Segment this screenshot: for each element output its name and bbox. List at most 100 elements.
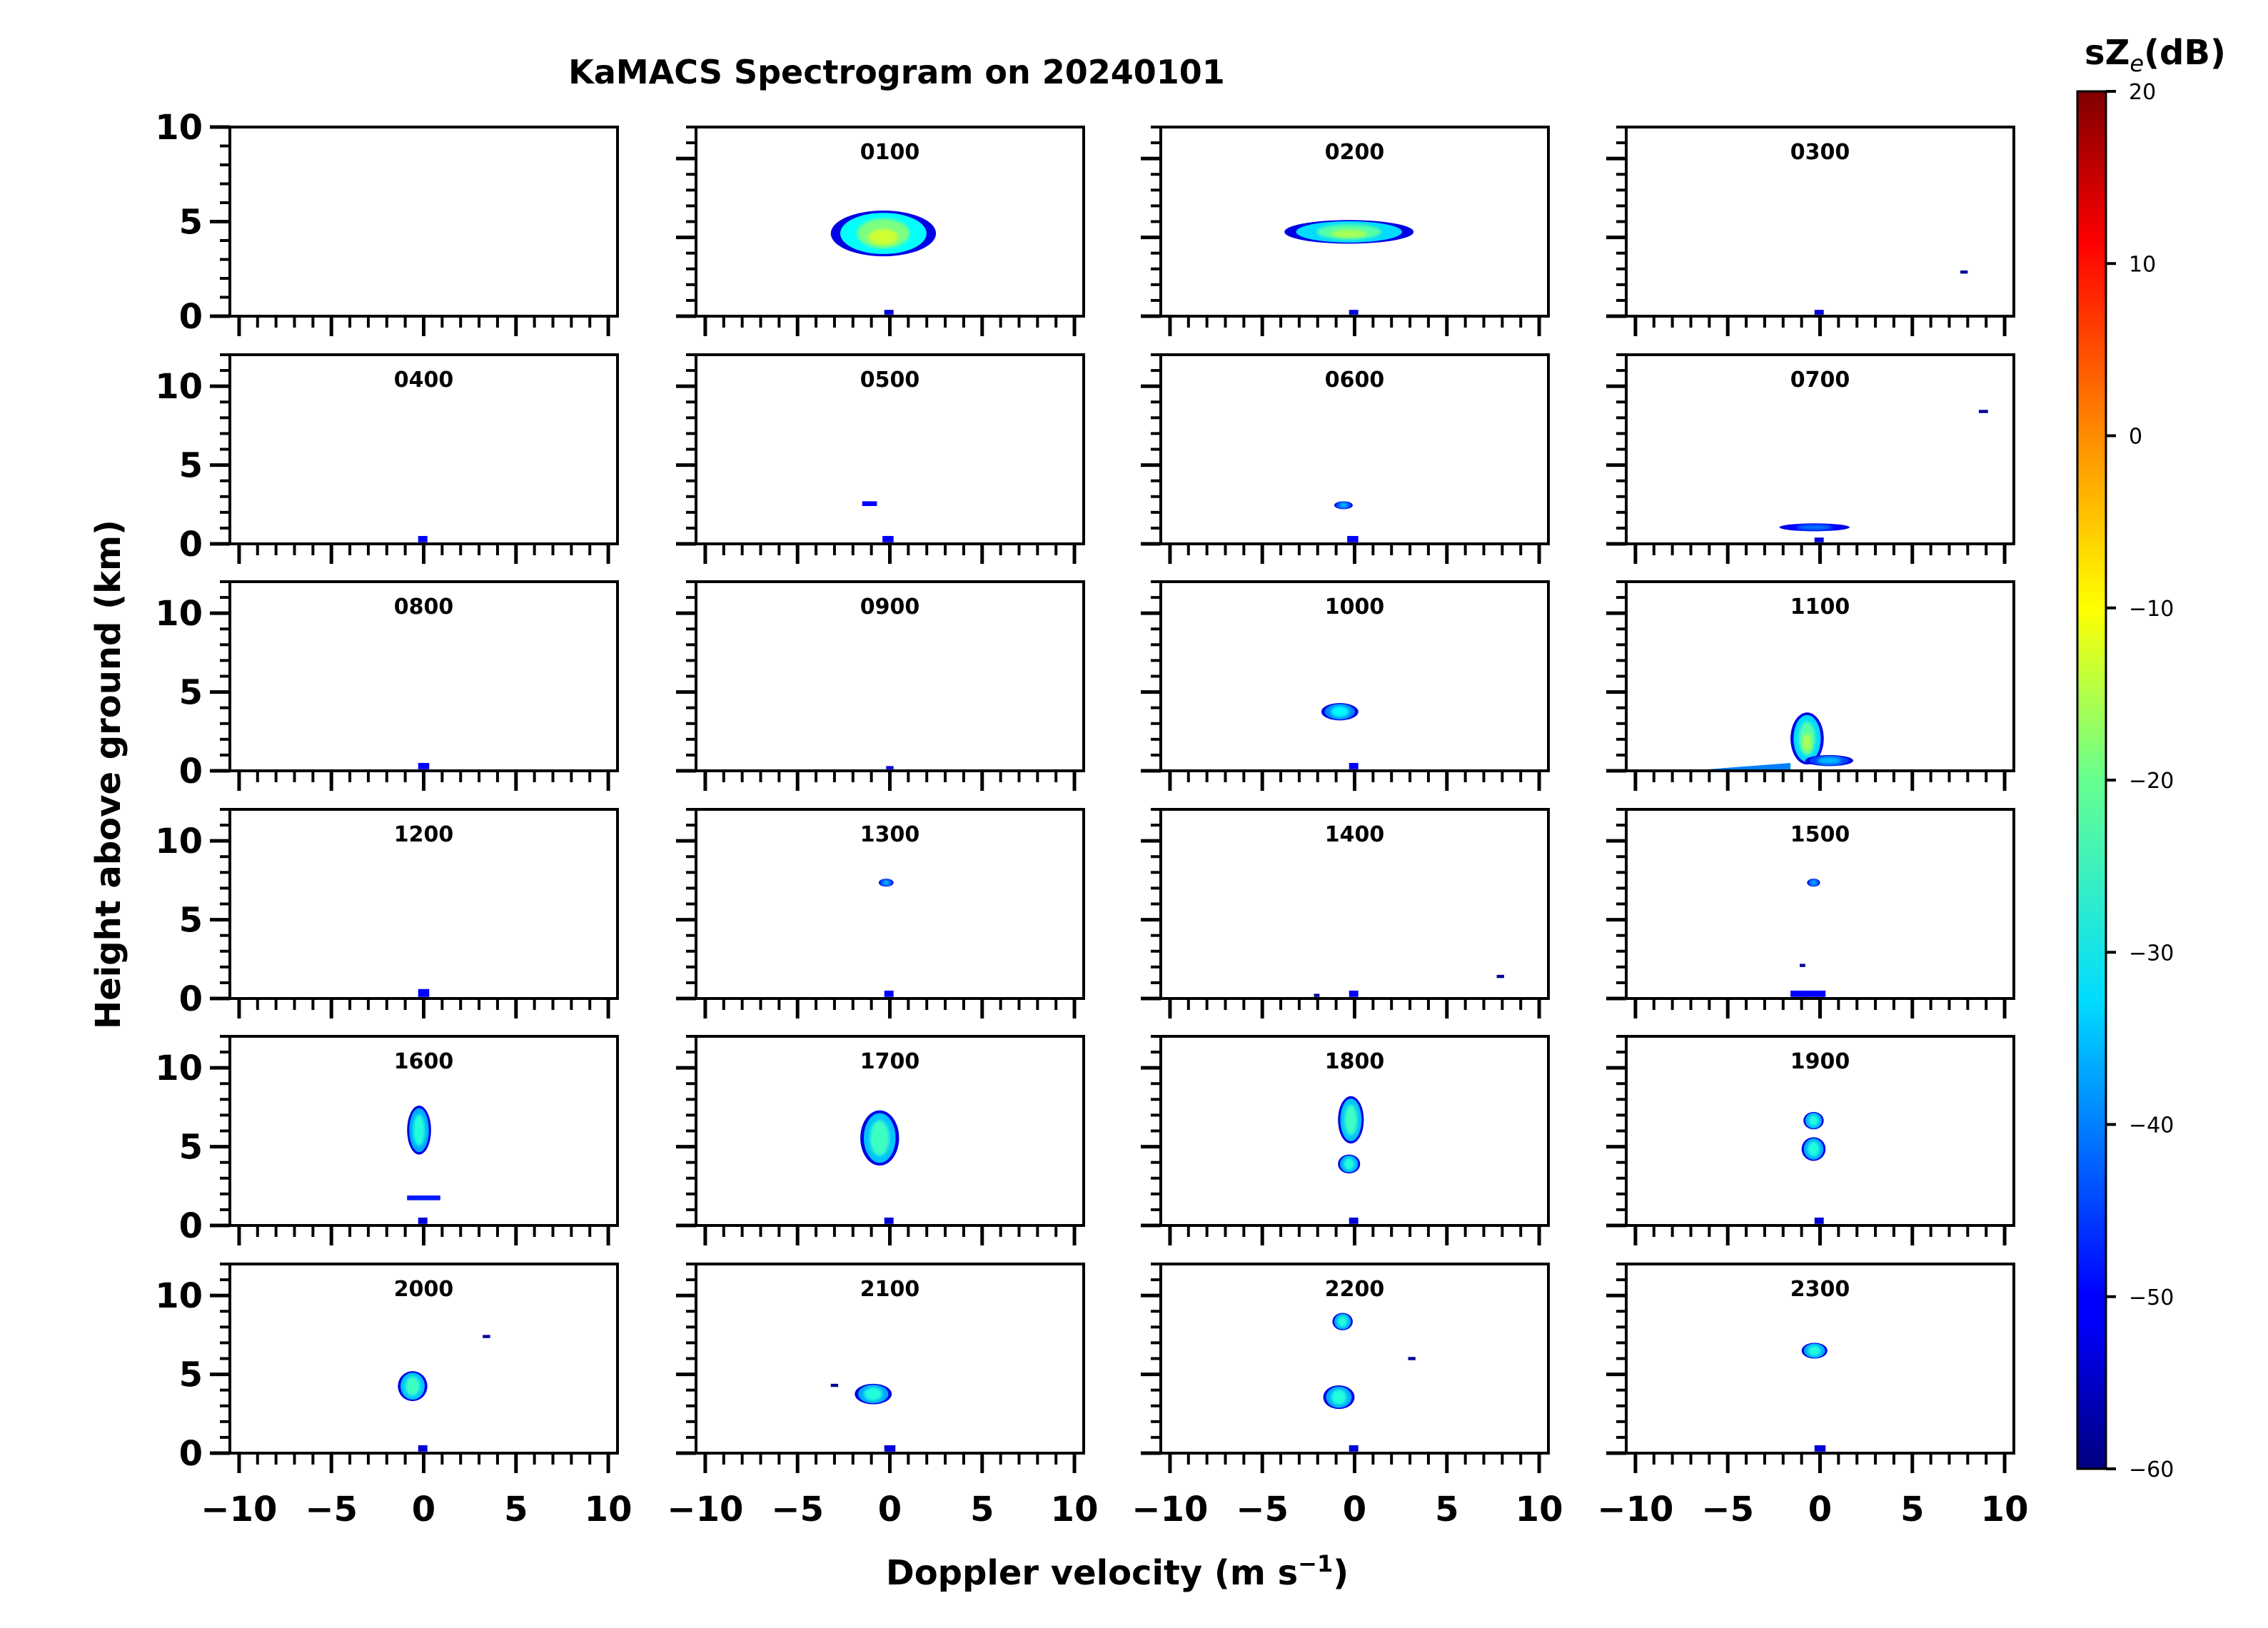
echo-mark [830, 211, 937, 257]
panel-time-label: 0600 [1325, 368, 1385, 393]
echo-mark [1790, 990, 1826, 997]
echo-mark [830, 1383, 839, 1387]
colorbar-tick-label: 20 [2129, 80, 2156, 105]
echo-core [1797, 525, 1833, 530]
y-tick-label: 10 [155, 108, 203, 148]
y-tick-label: 5 [179, 1128, 203, 1168]
echo-mark [1698, 762, 1791, 770]
panel-time-label: 1900 [1790, 1049, 1850, 1074]
echo-mark [1779, 523, 1850, 532]
x-axis-label-main: Doppler velocity (m s [886, 1553, 1298, 1593]
panel-time-label: 1100 [1790, 595, 1850, 620]
panel-2200: 2200 −10 −5 0 5 10 [1132, 1263, 1563, 1530]
panel-time-label: 1300 [860, 822, 920, 847]
y-tick-label: 10 [155, 594, 203, 634]
echo-mark [1408, 1357, 1416, 1360]
echo-mark [1332, 1313, 1353, 1330]
echo-mark [1814, 1445, 1826, 1452]
echo-mark [1314, 994, 1320, 997]
panel-1100: 1100 [1606, 580, 2015, 791]
y-tick-label: 5 [179, 446, 203, 486]
x-tick-label: −10 [667, 1490, 743, 1530]
echo-mark [1814, 1217, 1824, 1224]
x-tick-label: 10 [1516, 1490, 1563, 1530]
colorbar-tick-label: −20 [2129, 769, 2174, 794]
panel-time-label: 1800 [1325, 1049, 1385, 1074]
panel-time-label: 1500 [1790, 822, 1850, 847]
echo-mark [418, 535, 428, 542]
echo-core [870, 1120, 889, 1156]
x-tick-label: 5 [970, 1490, 994, 1530]
echo-mark [1800, 964, 1805, 967]
y-tick-label: 10 [155, 1276, 203, 1316]
panel-0100: 0100 [676, 126, 1085, 336]
echo-core [864, 1387, 883, 1401]
echo-mark [1349, 990, 1359, 997]
x-tick-label: −10 [1132, 1490, 1208, 1530]
panel-2100: 2100 −10 −5 0 5 10 [667, 1263, 1099, 1530]
panel-time-label: 0200 [1325, 140, 1385, 165]
y-tick-label: 10 [155, 1048, 203, 1088]
echo-mark [884, 310, 894, 315]
panel-time-label: 2300 [1790, 1277, 1850, 1302]
colorbar-tick-label: −50 [2129, 1285, 2174, 1310]
panel-time-label: 2000 [394, 1277, 454, 1302]
echo-core [1808, 1345, 1821, 1356]
x-tick-label: −5 [305, 1490, 358, 1530]
echo-peak [868, 228, 899, 246]
echo-mark [1338, 1154, 1361, 1174]
colorbar-tick-label: −10 [2129, 597, 2174, 622]
echo-mark [884, 1217, 894, 1224]
panel-1400: 1400 [1141, 808, 1550, 1018]
echo-mark [886, 766, 894, 769]
panel-empty: 0 5 10 [155, 108, 619, 337]
colorbar-tick-label: 10 [2129, 252, 2156, 277]
colorbar-tick-label: −60 [2129, 1457, 2174, 1482]
panel-time-label: 0700 [1790, 368, 1850, 393]
panel-1900: 1900 [1606, 1035, 2015, 1245]
echo-mark [1801, 1137, 1826, 1161]
panel-0800: 0800 0 5 10 [155, 580, 619, 792]
panel-1500: 1500 [1606, 808, 2015, 1018]
echo-mark [860, 1110, 899, 1166]
echo-mark [1960, 270, 1968, 274]
echo-mark [1807, 879, 1820, 887]
echo-core [882, 880, 890, 886]
y-tick-label: 5 [179, 673, 203, 713]
panel-1700: 1700 [676, 1035, 1085, 1245]
echo-mark [884, 1445, 896, 1452]
panel-time-label: 1400 [1325, 822, 1385, 847]
echo-mark [1349, 310, 1359, 315]
echo-mark [1496, 974, 1504, 979]
colorbar-label: sZe(dB) [2085, 33, 2226, 77]
y-tick-label: 5 [179, 203, 203, 243]
panel-frame [228, 126, 619, 318]
x-axis-label-tail: ) [1333, 1553, 1349, 1593]
x-tick-label: 0 [1808, 1490, 1832, 1530]
echo-core [1330, 706, 1349, 718]
panel-1800: 1800 [1141, 1035, 1550, 1245]
x-tick-label: 10 [1981, 1490, 2029, 1530]
y-tick-label: 5 [179, 901, 203, 941]
panel-1000: 1000 [1141, 580, 1550, 791]
panel-time-label: 2200 [1325, 1277, 1385, 1302]
echo-mark [1349, 762, 1359, 769]
panel-time-label: 1600 [394, 1049, 454, 1074]
colorbar-tick-label: 0 [2129, 425, 2142, 450]
echo-mark [1814, 537, 1824, 542]
colorbar-label-main: sZ [2085, 33, 2130, 73]
colorbar: sZe(dB) 20 10 0 −10 −20 −30 −40 −50 −60 [2076, 33, 2226, 1482]
chart-title: KaMACS Spectrogram on 20240101 [568, 53, 1225, 91]
panel-time-label: 0300 [1790, 140, 1850, 165]
echo-mark [1349, 1445, 1359, 1452]
echo-mark [1814, 310, 1824, 315]
echo-mark [1801, 1343, 1828, 1359]
echo-mark [1334, 501, 1353, 510]
echo-mark [1347, 535, 1359, 542]
x-tick-label: 5 [1435, 1490, 1458, 1530]
x-tick-label: 10 [1051, 1490, 1099, 1530]
y-tick-label: 0 [179, 1434, 203, 1474]
x-tick-label: −5 [1701, 1490, 1754, 1530]
echo-core [1808, 1141, 1820, 1157]
